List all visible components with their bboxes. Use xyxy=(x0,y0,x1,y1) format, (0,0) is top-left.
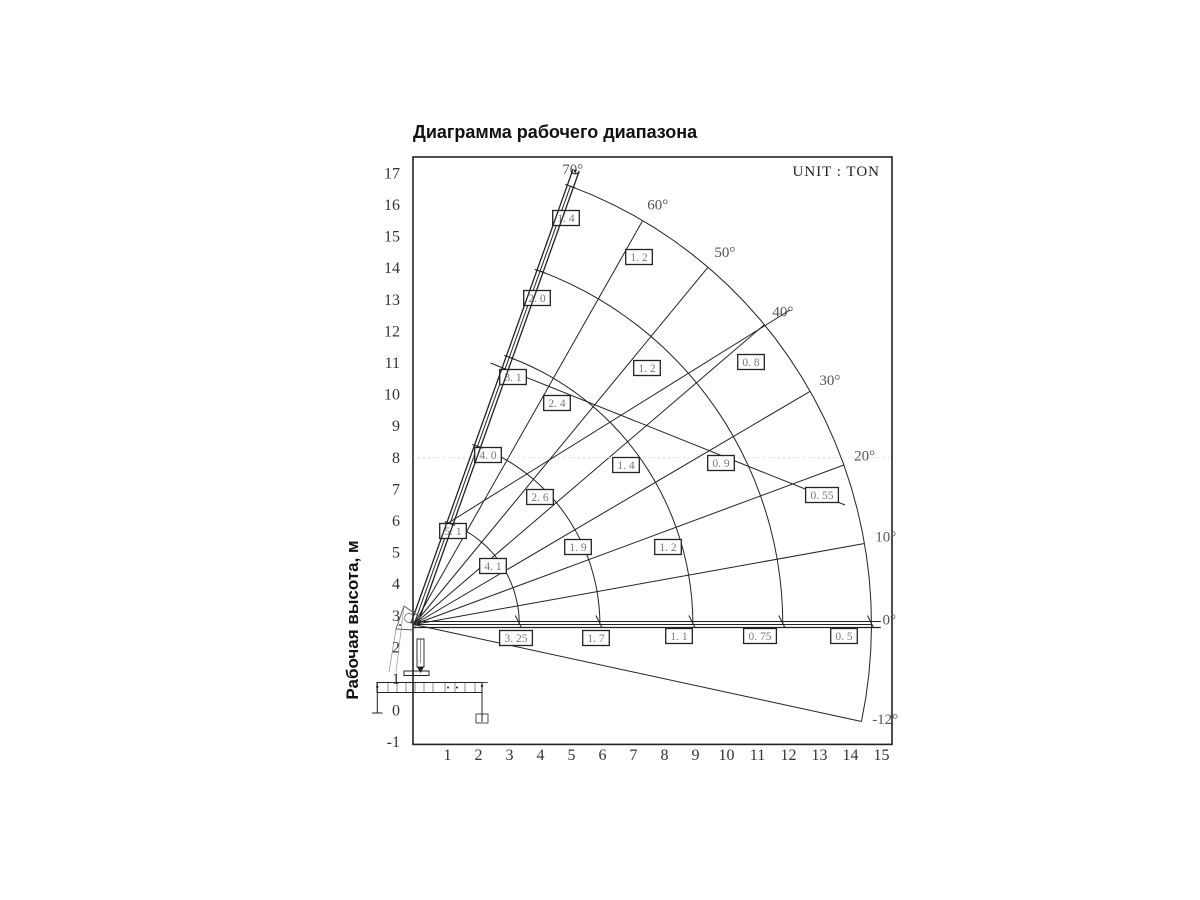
svg-text:10°: 10° xyxy=(875,529,896,545)
svg-text:0: 0 xyxy=(392,703,400,720)
svg-text:2. 6: 2. 6 xyxy=(531,492,549,504)
svg-text:6: 6 xyxy=(599,747,607,764)
svg-text:20°: 20° xyxy=(854,449,875,465)
svg-text:5: 5 xyxy=(392,545,400,562)
svg-text:5: 5 xyxy=(568,747,576,764)
svg-text:1. 2: 1. 2 xyxy=(630,252,648,264)
svg-text:0. 55: 0. 55 xyxy=(811,490,834,502)
svg-text:1: 1 xyxy=(392,671,400,688)
svg-text:30°: 30° xyxy=(819,373,840,389)
svg-text:12: 12 xyxy=(781,747,797,764)
svg-text:14: 14 xyxy=(843,747,859,764)
svg-text:13: 13 xyxy=(812,747,828,764)
svg-text:8: 8 xyxy=(392,450,400,467)
svg-text:3: 3 xyxy=(506,747,514,764)
svg-text:-1: -1 xyxy=(387,734,400,751)
svg-text:13: 13 xyxy=(384,292,400,309)
svg-text:0. 8: 0. 8 xyxy=(742,357,760,369)
svg-text:15: 15 xyxy=(384,229,400,246)
svg-text:14: 14 xyxy=(384,260,400,277)
svg-text:1. 9: 1. 9 xyxy=(569,542,587,554)
svg-text:10: 10 xyxy=(719,747,735,764)
svg-text:12: 12 xyxy=(384,323,400,340)
svg-text:2. 4: 2. 4 xyxy=(548,398,566,410)
svg-text:0. 75: 0. 75 xyxy=(749,631,772,643)
svg-text:4: 4 xyxy=(537,747,545,764)
svg-text:60°: 60° xyxy=(647,197,668,213)
svg-text:8: 8 xyxy=(661,747,669,764)
svg-text:1: 1 xyxy=(444,747,452,764)
svg-text:1. 2: 1. 2 xyxy=(659,542,677,554)
svg-text:10: 10 xyxy=(384,387,400,404)
svg-text:7: 7 xyxy=(392,481,400,498)
svg-text:3. 25: 3. 25 xyxy=(505,633,528,645)
svg-text:0. 5: 0. 5 xyxy=(835,631,853,643)
svg-text:11: 11 xyxy=(750,747,765,764)
svg-text:-12°: -12° xyxy=(872,712,898,728)
svg-text:2. 0: 2. 0 xyxy=(528,293,546,305)
svg-text:17: 17 xyxy=(384,165,400,182)
svg-text:40°: 40° xyxy=(772,304,793,320)
svg-text:2: 2 xyxy=(475,747,483,764)
svg-text:1. 4: 1. 4 xyxy=(617,460,635,472)
svg-text:9: 9 xyxy=(692,747,700,764)
svg-text:9: 9 xyxy=(392,418,400,435)
svg-text:1. 2: 1. 2 xyxy=(638,363,656,375)
svg-text:4: 4 xyxy=(392,576,400,593)
svg-text:4. 0: 4. 0 xyxy=(479,450,497,462)
svg-text:6: 6 xyxy=(392,513,400,530)
svg-text:11: 11 xyxy=(385,355,400,372)
svg-text:0°: 0° xyxy=(883,613,897,629)
svg-text:15: 15 xyxy=(874,747,890,764)
svg-text:1. 7: 1. 7 xyxy=(587,633,605,645)
svg-text:50°: 50° xyxy=(714,245,735,261)
svg-text:1. 1: 1. 1 xyxy=(670,631,688,643)
svg-text:4. 1: 4. 1 xyxy=(484,561,502,573)
svg-text:UNIT : TON: UNIT : TON xyxy=(792,164,880,180)
svg-text:5. 1: 5. 1 xyxy=(444,526,462,538)
svg-text:7: 7 xyxy=(630,747,638,764)
svg-text:0. 9: 0. 9 xyxy=(712,458,730,470)
svg-text:16: 16 xyxy=(384,197,400,214)
